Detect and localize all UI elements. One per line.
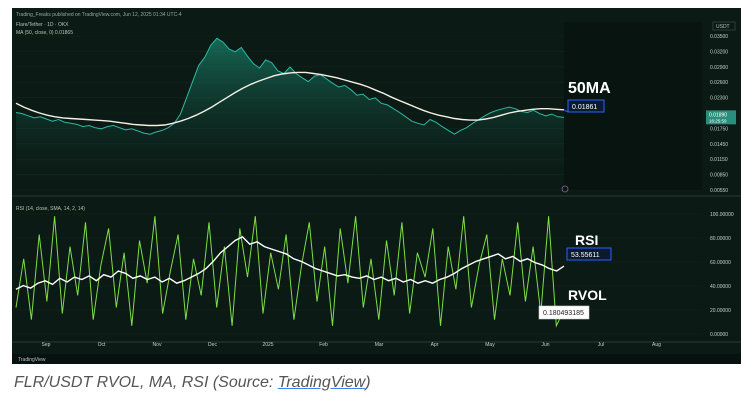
price-tick-label: 0.00850 — [710, 173, 728, 179]
month-tick-label: Oct — [98, 342, 106, 348]
footer-bar — [12, 354, 741, 364]
price-tick-label: 0.01450 — [710, 142, 728, 148]
price-marker-box — [706, 110, 736, 125]
figure-caption: FLR/USDT RVOL, MA, RSI (Source: TradingV… — [14, 374, 371, 392]
price-tick-label: 0.03200 — [710, 49, 728, 55]
rsi-tick-label: 60.00000 — [710, 260, 731, 266]
price-tick-label: 0.01750 — [710, 126, 728, 132]
rsi-line — [15, 236, 565, 290]
price-marker-countdown: 16:25:59 — [709, 118, 727, 123]
month-tick-label: Apr — [431, 342, 439, 348]
currency-label: USDT — [716, 24, 730, 30]
month-tick-label: Nov — [153, 342, 162, 348]
ma-50-line — [15, 71, 565, 127]
price-line — [15, 37, 565, 135]
rsi-tick-label: 80.00000 — [710, 236, 731, 242]
rvol-value-box — [538, 305, 590, 320]
caption-source-link[interactable]: TradingView — [277, 374, 366, 391]
price-tick-label: 0.02600 — [710, 80, 728, 86]
caption-text: FLR/USDT RVOL, MA, RSI (Source: — [14, 374, 278, 391]
chart-svg: Trading_Freaks published on TradingView.… — [12, 8, 741, 364]
caption-suffix: ) — [365, 374, 371, 391]
rsi-tick-label: 100.00000 — [710, 212, 734, 218]
month-tick-label: Jun — [541, 342, 549, 348]
month-tick-label: 2025 — [262, 342, 273, 348]
chart-screenshot: Trading_Freaks published on TradingView.… — [12, 8, 741, 364]
symbol-legend: Flare/Tether · 1D · OKX — [16, 22, 69, 28]
rsi-tick-label: 0.00000 — [710, 332, 728, 338]
rsi-legend: RSI (14, close, SMA, 14, 2, 14) — [16, 206, 85, 212]
rsi-value-label: 53.55611 — [571, 252, 600, 259]
rsi-tick-label: 40.00000 — [710, 284, 731, 290]
rsi-tick-label: 20.00000 — [710, 308, 731, 314]
rvol-line — [15, 216, 565, 328]
month-tick-label: Dec — [208, 342, 217, 348]
ma-value-box — [567, 99, 605, 113]
rsi-value-box — [566, 247, 612, 261]
rsi-annotation-label: RSI — [575, 232, 598, 248]
month-tick-label: Jul — [598, 342, 604, 348]
month-tick-label: Aug — [652, 342, 661, 348]
price-tick-label: 0.02900 — [710, 65, 728, 71]
month-tick-label: Feb — [319, 342, 328, 348]
price-marker-value: 0.01890 — [709, 112, 727, 118]
ma-callout-line — [563, 109, 569, 113]
rvol-value-label: 0.180493185 — [543, 310, 584, 317]
currency-box — [712, 21, 736, 31]
ma-annotation-label: 50MA — [568, 80, 611, 97]
month-tick-label: Mar — [375, 342, 384, 348]
price-tick-label: 0.01150 — [710, 157, 728, 163]
event-marker-icon — [561, 185, 569, 193]
ma-value-label: 0.01861 — [572, 104, 597, 111]
published-note: Trading_Freaks published on TradingView.… — [16, 12, 182, 18]
price-tick-label: 0.00550 — [710, 188, 728, 194]
price-tick-label: 0.03500 — [710, 34, 728, 40]
price-area-fill — [16, 38, 564, 190]
tradingview-brand-label: TradingView — [18, 357, 46, 363]
month-tick-label: May — [485, 342, 495, 348]
rvol-annotation-label: RVOL — [568, 287, 607, 303]
ma-legend: MA (50, close, 0) 0.01865 — [16, 30, 73, 36]
month-tick-label: Sep — [42, 342, 51, 348]
price-tick-label: 0.02300 — [710, 96, 728, 102]
